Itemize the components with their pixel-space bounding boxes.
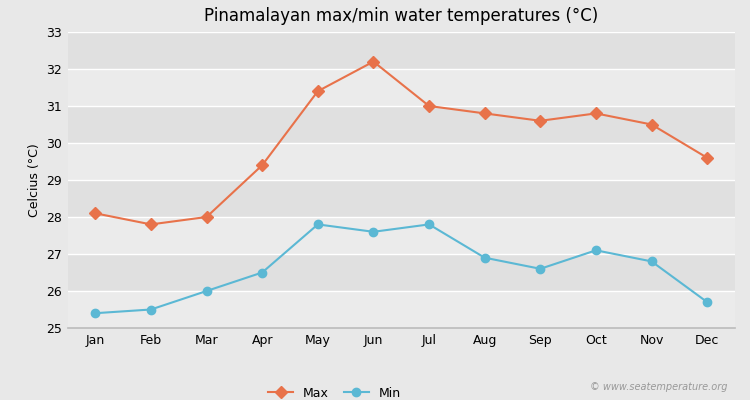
Max — [424, 104, 433, 108]
Min — [480, 255, 489, 260]
Max — [592, 111, 601, 116]
Min — [314, 222, 322, 227]
Bar — [68, 180, 735, 217]
Bar — [68, 106, 735, 143]
Max — [258, 163, 267, 168]
Legend: Max, Min: Max, Min — [263, 382, 406, 400]
Min — [369, 229, 378, 234]
Bar — [68, 217, 735, 254]
Bar — [68, 32, 735, 69]
Min — [202, 289, 211, 294]
Title: Pinamalayan max/min water temperatures (°C): Pinamalayan max/min water temperatures (… — [204, 7, 598, 25]
Y-axis label: Celcius (°C): Celcius (°C) — [28, 143, 40, 217]
Min — [146, 307, 155, 312]
Bar — [68, 69, 735, 106]
Max — [369, 59, 378, 64]
Min — [424, 222, 433, 227]
Text: © www.seatemperature.org: © www.seatemperature.org — [590, 382, 728, 392]
Bar — [68, 254, 735, 291]
Max — [647, 122, 656, 127]
Max — [146, 222, 155, 227]
Max — [703, 155, 712, 160]
Max — [480, 111, 489, 116]
Min — [258, 270, 267, 275]
Min — [703, 300, 712, 304]
Line: Min: Min — [92, 220, 711, 317]
Max — [314, 89, 322, 94]
Min — [592, 248, 601, 253]
Min — [647, 259, 656, 264]
Min — [536, 266, 544, 271]
Bar — [68, 143, 735, 180]
Line: Max: Max — [92, 58, 711, 228]
Bar — [68, 291, 735, 328]
Max — [91, 211, 100, 216]
Max — [536, 118, 544, 123]
Min — [91, 311, 100, 316]
Max — [202, 214, 211, 219]
